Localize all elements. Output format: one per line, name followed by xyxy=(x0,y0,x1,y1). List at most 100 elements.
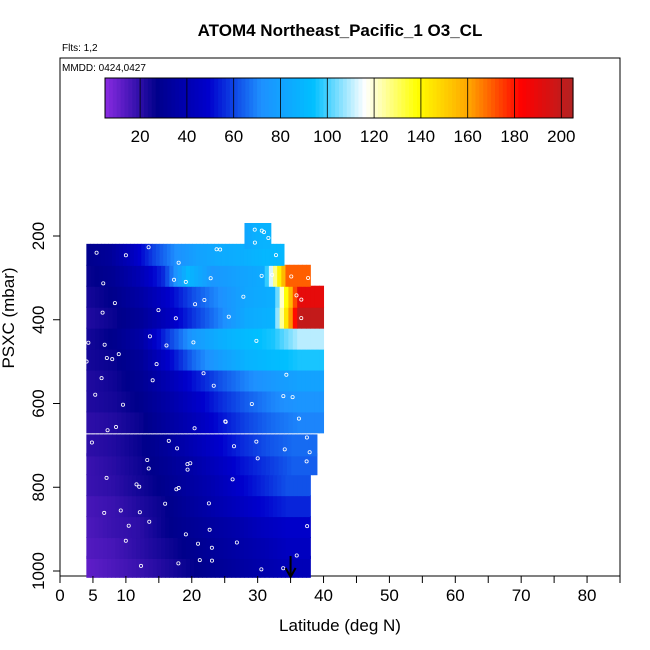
heatmap-cell xyxy=(111,453,117,476)
heatmap-cell xyxy=(277,474,282,497)
heatmap-cell xyxy=(98,555,104,578)
heatmap-cell xyxy=(231,555,237,578)
heatmap-cell xyxy=(248,555,253,578)
heatmap-cell xyxy=(136,264,141,287)
heatmap-cell xyxy=(312,453,318,476)
heatmap-cell xyxy=(235,495,241,518)
heatmap-cell xyxy=(182,390,188,413)
colorbar-swatch xyxy=(366,78,371,118)
colorbar-swatch xyxy=(249,78,254,118)
heatmap-cell xyxy=(222,411,228,434)
heatmap-cell xyxy=(103,390,109,413)
colorbar-swatch xyxy=(374,78,379,118)
heatmap-cell xyxy=(107,474,112,497)
heatmap-cell xyxy=(235,516,241,539)
heatmap-cell xyxy=(257,369,263,392)
colorbar-tick-label: 140 xyxy=(407,127,435,146)
heatmap-cell xyxy=(262,411,267,434)
heatmap-cell xyxy=(284,390,289,413)
heatmap-cell xyxy=(165,348,171,371)
heatmap-cell xyxy=(262,243,267,266)
heatmap-cell xyxy=(99,390,105,413)
heatmap-cell xyxy=(112,348,118,371)
heatmap-cell xyxy=(191,411,197,434)
heatmap-cell xyxy=(196,243,201,266)
x-axis: 0 5 10 20 30 40 50 60 70 80 xyxy=(55,576,621,605)
heatmap-cell xyxy=(275,411,281,434)
heatmap-cell xyxy=(99,285,105,308)
heatmap-cell xyxy=(248,434,254,457)
heatmap-cell xyxy=(266,306,272,329)
heatmap-cell xyxy=(159,243,164,266)
heatmap-cell xyxy=(264,474,270,497)
colorbar-swatch xyxy=(362,78,367,118)
heatmap-cell xyxy=(156,369,162,392)
heatmap-cell xyxy=(94,434,100,457)
heatmap-cell xyxy=(240,411,245,434)
heatmap-cell xyxy=(305,411,311,434)
heatmap-cell xyxy=(214,474,220,497)
heatmap-cell xyxy=(270,411,276,434)
heatmap-cell xyxy=(90,516,96,539)
heatmap-cell xyxy=(103,306,109,329)
heatmap-cell xyxy=(222,348,228,371)
sample-point xyxy=(164,343,169,348)
heatmap-cell xyxy=(131,474,137,497)
heatmap-cell xyxy=(235,369,241,392)
heatmap-cell xyxy=(279,285,285,308)
heatmap-cell xyxy=(248,264,253,287)
heatmap-cell xyxy=(235,474,241,497)
colorbar-swatch xyxy=(292,78,297,118)
heatmap-cell xyxy=(279,390,285,413)
heatmap-cell xyxy=(297,495,303,518)
heatmap-cell xyxy=(297,411,303,434)
heatmap-cell xyxy=(90,369,96,392)
heatmap-cell xyxy=(161,474,166,497)
heatmap-cell xyxy=(119,474,125,497)
heatmap-cell xyxy=(102,516,108,539)
heatmap-cell xyxy=(289,516,295,539)
heatmap-cell xyxy=(257,285,263,308)
heatmap-cell xyxy=(200,348,206,371)
heatmap-cell xyxy=(305,390,311,413)
heatmap-cell xyxy=(214,264,220,287)
heatmap-cell xyxy=(310,369,316,392)
heatmap-cell xyxy=(235,390,241,413)
heatmap-cell xyxy=(210,243,215,266)
heatmap-cell xyxy=(251,243,256,266)
sample-point xyxy=(266,235,271,240)
heatmap-cell xyxy=(210,434,215,457)
colorbar-swatch xyxy=(534,78,539,118)
heatmap-cell xyxy=(108,285,114,308)
sample-point xyxy=(193,302,198,307)
heatmap-cell xyxy=(281,495,286,518)
heatmap-cell xyxy=(103,369,109,392)
heatmap-cell xyxy=(196,327,202,350)
heatmap-cell xyxy=(257,434,262,457)
colorbar-swatch xyxy=(300,78,305,118)
heatmap-cell xyxy=(107,555,112,578)
heatmap-cell xyxy=(259,223,262,249)
heatmap-cell xyxy=(226,411,232,434)
heatmap-cell xyxy=(292,390,298,413)
heatmap-cell xyxy=(273,243,278,266)
heatmap-cell xyxy=(198,516,204,539)
heatmap-cell xyxy=(269,453,275,476)
heatmap-cell xyxy=(235,327,241,350)
heatmap-cell xyxy=(273,516,278,539)
heatmap-cell xyxy=(314,348,320,371)
heatmap-cell xyxy=(305,306,311,329)
heatmap-cell xyxy=(169,536,174,559)
heatmap-cell xyxy=(297,555,303,578)
heatmap-cell xyxy=(248,453,254,476)
colorbar-swatch xyxy=(436,78,441,118)
colorbar-swatch xyxy=(175,78,180,118)
heatmap-cell xyxy=(95,285,101,308)
heatmap-cell xyxy=(130,369,136,392)
heatmap-cell xyxy=(86,555,92,578)
heatmap-cell xyxy=(288,327,294,350)
heatmap-cell xyxy=(291,453,297,476)
heatmap-cell xyxy=(206,536,212,559)
heatmap-cell xyxy=(130,411,136,434)
heatmap-cell xyxy=(190,264,195,287)
